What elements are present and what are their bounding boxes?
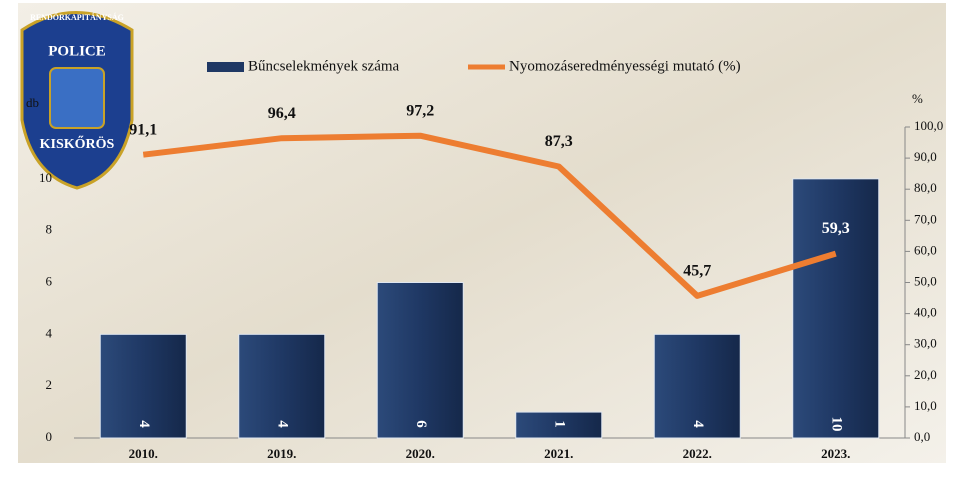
y-tick-label: 6 [46,273,53,288]
y2-tick-label: 10,0 [914,398,937,413]
y-tick-label: 0 [46,429,53,444]
line-value-label: 97,2 [406,102,434,119]
x-tick-label: 2021. [544,446,573,461]
line-value-label: 96,4 [268,105,296,122]
y2-tick-label: 100,0 [914,118,943,133]
logo-bottom: KISKŐRÖS [40,135,115,152]
bar-value-label: 10 [828,417,844,432]
y-tick-label: 10 [39,170,52,185]
y-tick-label: 4 [46,325,53,340]
y2-tick-label: 70,0 [914,211,937,226]
line-value-label: 91,1 [129,121,157,138]
bar-value-label: 4 [136,420,152,428]
y-axis-label: db [26,95,39,110]
y2-tick-label: 40,0 [914,305,937,320]
legend-label: Nyomozáseredményességi mutató (%) [509,58,741,74]
x-tick-label: 2019. [267,446,296,461]
x-tick-label: 2022. [683,446,712,461]
y-tick-label: 2 [46,377,53,392]
x-tick-label: 2010. [129,446,158,461]
chart: RENDŐRKAPITÁNYSÁG POLICE KISKŐRÖS db % 0… [0,0,957,486]
legend-swatch [207,62,244,72]
x-tick-label: 2023. [821,446,850,461]
y-tick-label: 8 [46,222,53,237]
y2-tick-label: 30,0 [914,336,937,351]
y2-tick-label: 0,0 [914,429,930,444]
x-tick-label: 2020. [406,446,435,461]
y2-tick-label: 60,0 [914,242,937,257]
logo-middle: POLICE [48,43,106,59]
bar-value-label: 1 [551,420,567,428]
y2-tick-label: 90,0 [914,149,937,164]
y2-tick-label: 80,0 [914,180,937,195]
y2-axis-label: % [912,91,923,106]
bar-value-label: 6 [413,420,429,428]
bar [377,283,463,439]
y2-tick-label: 50,0 [914,273,937,288]
bar [793,179,879,438]
logo-top: RENDŐRKAPITÁNYSÁG [30,12,124,22]
bar-value-label: 4 [690,420,706,428]
bar-value-label: 4 [274,420,290,428]
line-value-label: 45,7 [683,263,711,280]
line-value-label: 59,3 [822,220,850,237]
y2-tick-label: 20,0 [914,367,937,382]
line-value-label: 87,3 [545,133,573,150]
legend-label: Bűncselekmények száma [248,58,400,74]
